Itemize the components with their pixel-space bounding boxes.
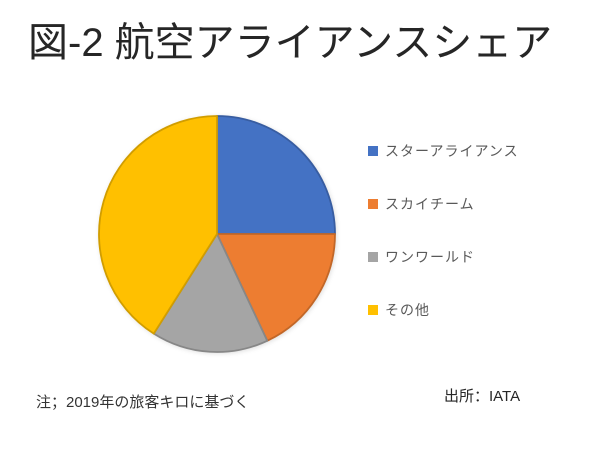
legend-item-0: スターアライアンス bbox=[368, 124, 519, 177]
legend-swatch-icon bbox=[368, 145, 378, 156]
legend-item-2: ワンワールド bbox=[368, 230, 519, 283]
pie-slice-2 bbox=[152, 233, 269, 353]
legend-label: スカイチーム bbox=[385, 195, 475, 212]
pie-chart bbox=[98, 115, 336, 353]
legend-label: その他 bbox=[385, 301, 430, 318]
legend-label: ワンワールド bbox=[385, 248, 475, 265]
footnote: 注；2019年の旅客キロに基づく bbox=[36, 394, 250, 411]
legend-swatch-icon bbox=[368, 251, 378, 262]
legend-label: スターアライアンス bbox=[385, 142, 519, 159]
legend-swatch-icon bbox=[368, 198, 378, 209]
chart-legend: スターアライアンス スカイチーム ワンワールド その他 bbox=[368, 124, 519, 336]
legend-item-1: スカイチーム bbox=[368, 177, 519, 230]
pie-slice-3 bbox=[98, 115, 218, 335]
legend-swatch-icon bbox=[368, 304, 378, 315]
pie-slice-1 bbox=[216, 233, 336, 342]
source-caption: 出所：IATA bbox=[444, 388, 521, 405]
legend-item-3: その他 bbox=[368, 283, 519, 336]
chart-title: 図-2 航空アライアンスシェア bbox=[28, 21, 553, 65]
pie-slice-0 bbox=[216, 115, 336, 235]
